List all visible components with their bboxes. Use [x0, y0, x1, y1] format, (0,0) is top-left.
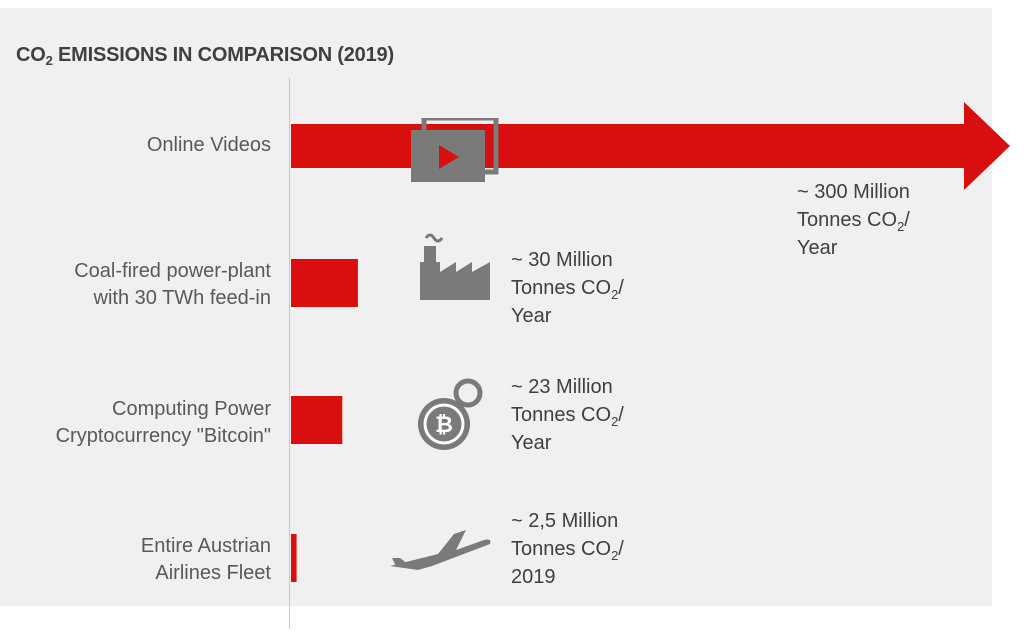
svg-text:₿: ₿: [435, 412, 453, 437]
category-label-coal-plant: Coal-fired power-plant with 30 TWh feed-…: [74, 260, 271, 309]
factory-icon: [420, 233, 490, 300]
category-label-bitcoin: Computing Power Cryptocurrency "Bitcoin": [55, 398, 271, 447]
bar-online-videos: [291, 102, 1010, 190]
chart-panel: [0, 8, 992, 606]
category-label-online-videos: Online Videos: [146, 134, 271, 156]
category-axis-line: [289, 78, 290, 629]
bar-austrian-airlines: [291, 534, 297, 582]
bar-bitcoin: [291, 396, 343, 444]
value-label-austrian-airlines: ~ 2,5 Million Tonnes CO2/ 2019: [511, 510, 624, 588]
value-label-bitcoin: ~ 23 Million Tonnes CO2/ Year: [511, 376, 624, 454]
bar-coal-plant: [291, 259, 358, 307]
value-label-coal-plant: ~ 30 Million Tonnes CO2/ Year: [511, 249, 624, 327]
chart-title: CO2 EMISSIONS IN COMPARISON (2019): [16, 44, 394, 68]
airplane-icon: [390, 530, 491, 570]
video-play-icon: [411, 118, 499, 182]
bitcoin-icon: ₿: [418, 378, 483, 450]
category-label-austrian-airlines: Entire Austrian Airlines Fleet: [140, 535, 271, 584]
value-label-online-videos: ~ 300 Million Tonnes CO2/ Year: [797, 181, 910, 259]
